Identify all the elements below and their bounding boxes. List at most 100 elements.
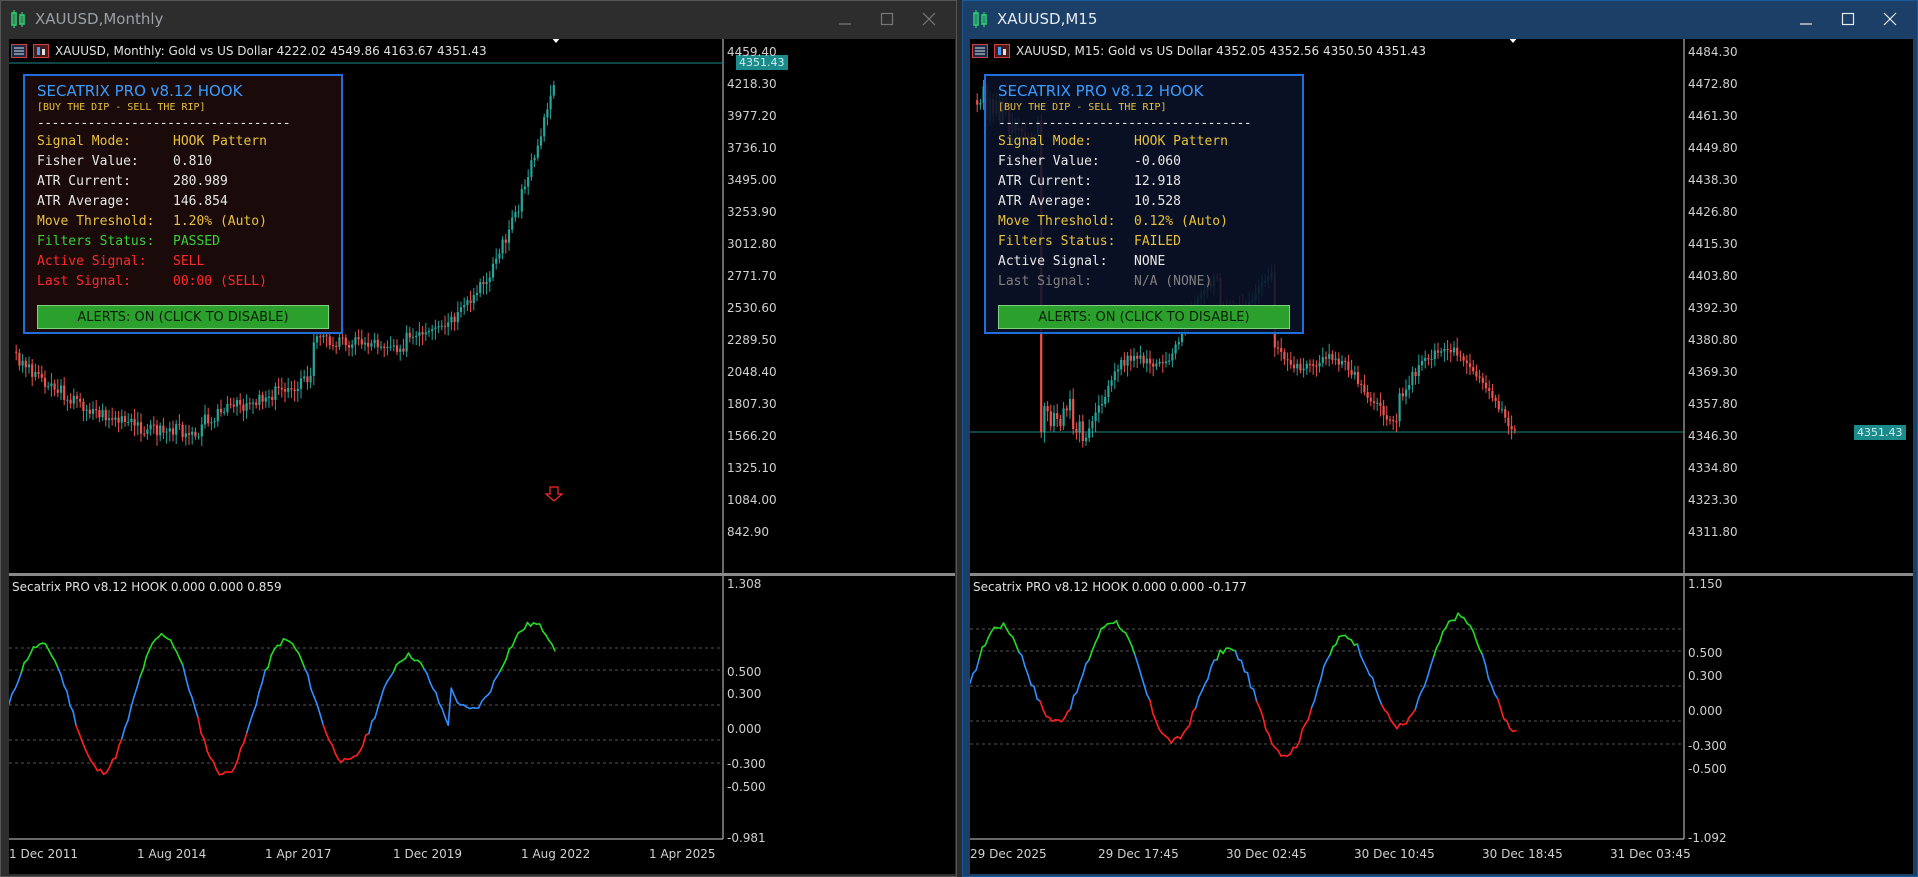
oscillator-segment (496, 670, 501, 678)
candle-body (379, 346, 383, 348)
candle-body (1046, 406, 1049, 412)
indicator-axis-label: -0.981 (727, 831, 766, 845)
candle-body (56, 389, 59, 393)
candle-body (242, 404, 245, 411)
chart-window-monthly[interactable]: XAUUSD,Monthly XAUUSD, Monthly: Gold vs … (0, 0, 957, 877)
chart-symbol-info: XAUUSD, Monthly: Gold vs US Dollar 4222.… (55, 44, 487, 58)
pane-separator[interactable] (970, 573, 1913, 576)
alerts-toggle-button[interactable]: ALERTS: ON (CLICK TO DISABLE) (998, 305, 1290, 329)
chart-area[interactable]: XAUUSD, Monthly: Gold vs US Dollar 4222.… (9, 39, 955, 874)
oscillator-segment (541, 630, 547, 636)
indicator-axis-label: -0.500 (727, 780, 766, 794)
candle-body (472, 295, 475, 304)
oscillator-segment (93, 764, 99, 772)
oscillator-segment (1475, 639, 1481, 650)
oscillator-segment (14, 680, 19, 690)
pane-separator[interactable] (9, 573, 955, 576)
candle-body (533, 157, 536, 161)
candle-body (229, 403, 232, 405)
chart-menu-icon[interactable] (972, 44, 988, 58)
chart-menu-icon[interactable] (11, 44, 27, 58)
oscillator-segment (258, 681, 263, 693)
oscillator-segment (419, 662, 425, 670)
oscillator-segment (313, 695, 318, 706)
window-titlebar[interactable]: XAUUSD,M15 (963, 1, 1917, 37)
oscillator-segment (191, 696, 196, 709)
alerts-toggle-button[interactable]: ALERTS: ON (CLICK TO DISABLE) (37, 305, 329, 329)
candle-body (315, 336, 319, 343)
candle-body (187, 433, 191, 435)
price-axis-label: 4484.30 (1688, 45, 1738, 59)
candle-body (1478, 376, 1481, 378)
panel-row-label: Filters Status: (37, 234, 155, 249)
price-chart-canvas[interactable] (9, 39, 955, 874)
time-axis-label: 30 Dec 10:45 (1354, 847, 1435, 861)
candle-body (159, 425, 162, 436)
oscillator-segment (392, 664, 398, 674)
minimize-button[interactable] (1785, 1, 1827, 37)
candle-body (543, 117, 546, 137)
oscillator-segment (331, 744, 337, 755)
chart-properties-icon[interactable] (33, 44, 49, 58)
panel-row-value: NONE (1134, 254, 1166, 269)
candle-body (527, 176, 530, 187)
candle-body (1481, 377, 1484, 383)
oscillator-segment (99, 768, 105, 776)
candle-body (280, 387, 283, 390)
time-axis-label: 1 Apr 2017 (265, 847, 332, 861)
candle-body (283, 389, 287, 392)
candle-body (88, 409, 91, 414)
candle-body (1433, 350, 1436, 360)
panel-row-value: 280.989 (173, 174, 228, 189)
oscillator-segment (84, 748, 90, 757)
chart-window-m15[interactable]: XAUUSD,M15 XAUUSD, M15: Gold vs US Dolla… (962, 0, 1918, 877)
panel-row: Filters Status: FAILED (998, 234, 1181, 252)
candle-body (258, 394, 261, 405)
chart-properties-icon[interactable] (994, 44, 1010, 58)
oscillator-segment (252, 704, 257, 715)
maximize-icon (1841, 12, 1855, 26)
close-button[interactable] (908, 1, 950, 37)
close-button[interactable] (1869, 1, 1911, 37)
candle-body (47, 386, 50, 388)
oscillator-segment (169, 639, 175, 648)
minimize-button[interactable] (824, 1, 866, 37)
oscillator-segment (1149, 699, 1154, 715)
panel-divider: ----------------------------------- (998, 116, 1252, 131)
maximize-button[interactable] (1827, 1, 1869, 37)
candle-body (1334, 358, 1337, 360)
price-axis-label: 4334.80 (1688, 461, 1738, 475)
price-axis-label: 4369.30 (1688, 365, 1738, 379)
window-titlebar[interactable]: XAUUSD,Monthly (1, 1, 956, 37)
price-axis-label: 4426.80 (1688, 205, 1738, 219)
oscillator-segment (215, 768, 221, 776)
time-axis-label: 31 Dec 03:45 (1610, 847, 1691, 861)
oscillator-segment (1420, 685, 1426, 693)
candle-body (271, 396, 274, 400)
oscillator-segment (1469, 624, 1475, 633)
oscillator-segment (975, 658, 980, 671)
maximize-button[interactable] (866, 1, 908, 37)
chart-area[interactable]: XAUUSD, M15: Gold vs US Dollar 4352.05 4… (970, 39, 1913, 874)
oscillator-segment (53, 659, 59, 669)
oscillator-segment (1063, 711, 1069, 719)
candle-body (1312, 364, 1315, 366)
oscillator-segment (1194, 696, 1200, 709)
indicator-axis-label: -1.092 (1688, 831, 1727, 845)
price-axis-label: 1084.00 (727, 493, 777, 507)
candle-body (344, 337, 347, 346)
oscillator-segment (1094, 636, 1099, 645)
panel-row-value: -0.060 (1134, 154, 1181, 169)
panel-row-label: Last Signal: (998, 274, 1092, 289)
oscillator-segment (1432, 646, 1438, 658)
oscillator-segment (1371, 676, 1377, 690)
candle-body (1129, 355, 1132, 361)
oscillator-segment (291, 643, 297, 651)
candle-body (546, 109, 549, 118)
oscillator-segment (322, 724, 328, 735)
oscillator-segment (1298, 728, 1304, 743)
oscillator-segment (148, 642, 154, 651)
candle-body (1088, 428, 1091, 438)
indicator-axis-label: 0.500 (1688, 646, 1723, 660)
candle-body (1049, 411, 1052, 427)
